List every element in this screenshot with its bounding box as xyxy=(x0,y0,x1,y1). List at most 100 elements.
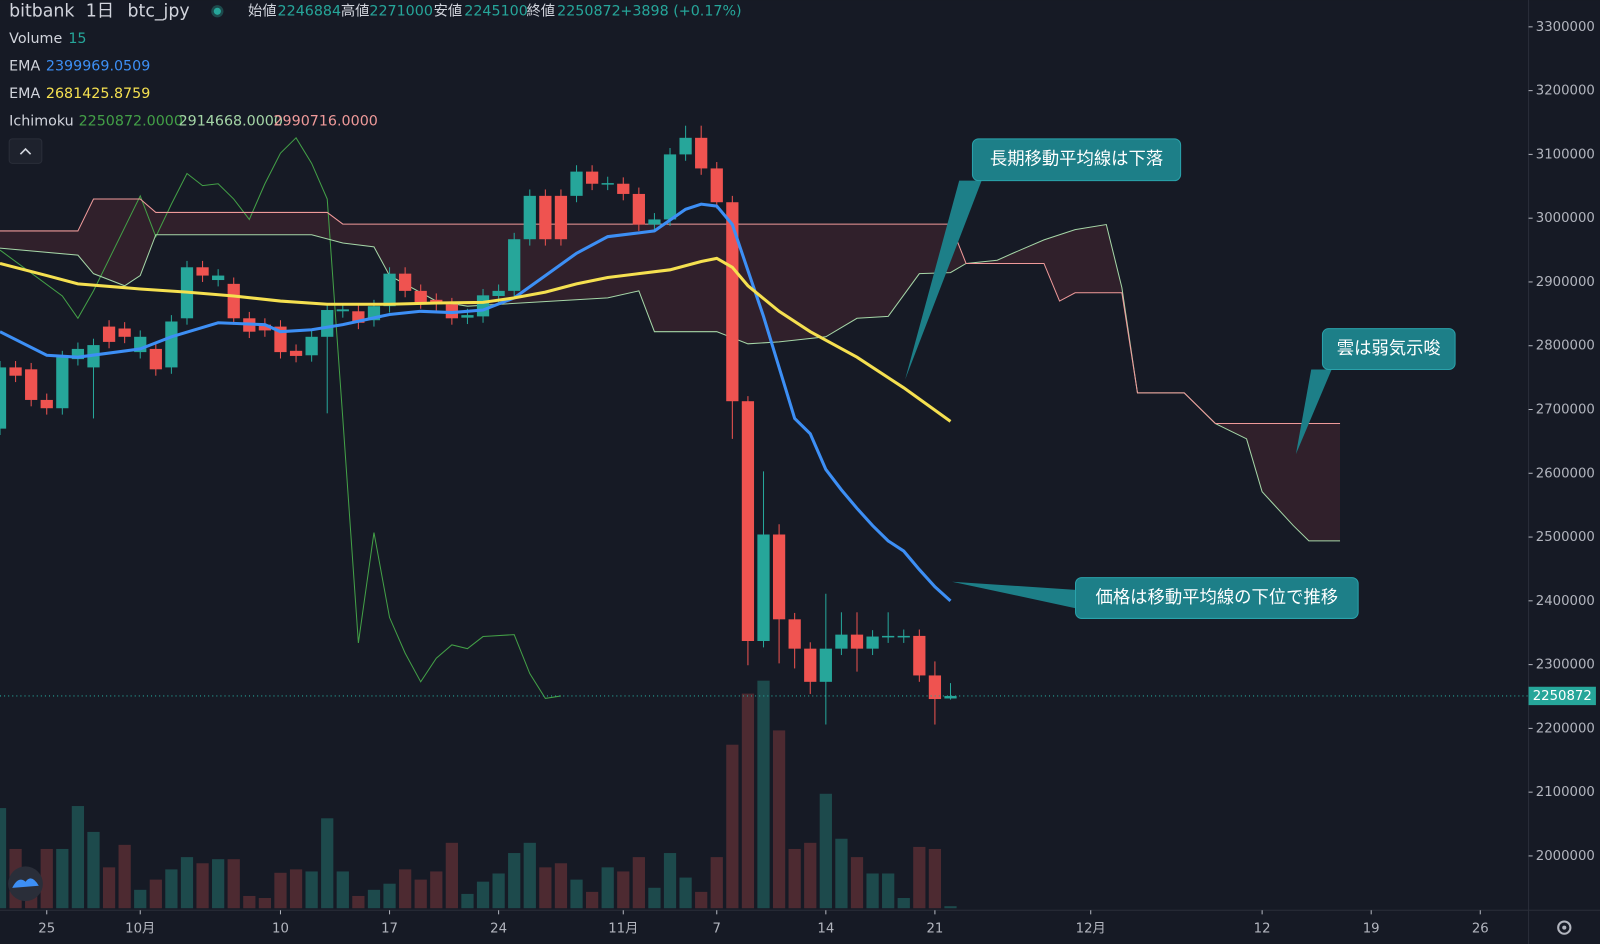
volume-bar xyxy=(383,883,396,909)
volume-bar xyxy=(274,872,287,909)
volume-bar xyxy=(289,869,303,909)
close-label: 終値 xyxy=(527,2,556,19)
collapse-button[interactable] xyxy=(8,138,43,164)
x-tick-label: 24 xyxy=(490,922,507,937)
candle-body xyxy=(321,310,334,337)
volume-bar xyxy=(913,846,926,909)
candle-body xyxy=(819,648,832,682)
y-tick-label: 2300000 xyxy=(1536,658,1595,673)
volume-bar xyxy=(414,879,427,909)
volume-bar xyxy=(461,893,474,909)
x-tick-label: 10月 xyxy=(125,922,155,937)
volume-bar xyxy=(804,842,817,909)
candle-body xyxy=(632,193,645,225)
ichimoku-value: 2990716.0000 xyxy=(273,113,377,129)
candle-body xyxy=(788,619,801,649)
volume-bar xyxy=(554,863,568,909)
y-tick-label: 2700000 xyxy=(1536,403,1595,418)
callout-text: 雲は弱気示唆 xyxy=(1337,339,1441,359)
volume-bar xyxy=(227,859,240,909)
candle-body xyxy=(726,202,739,402)
volume-bar xyxy=(570,879,583,909)
callout-pointer xyxy=(952,581,1076,609)
symbol[interactable]: btc_jpy xyxy=(128,1,190,21)
exchange: bitbank xyxy=(9,1,74,21)
candle-body xyxy=(461,315,474,318)
candle-body xyxy=(601,183,614,185)
x-tick-label: 12 xyxy=(1254,922,1271,937)
candle-body xyxy=(866,636,879,649)
volume-bar xyxy=(757,680,770,909)
callout-pointer xyxy=(1295,369,1332,455)
last-price-box xyxy=(1528,686,1596,706)
ichimoku-name: Ichimoku xyxy=(9,113,74,129)
volume-bar xyxy=(258,898,272,909)
candle-body xyxy=(835,634,848,649)
candle-body xyxy=(772,534,786,620)
volume-bar xyxy=(617,871,630,909)
ichimoku-cloud xyxy=(0,199,1341,541)
candle-body xyxy=(585,171,599,184)
y-tick-label: 3100000 xyxy=(1536,147,1595,162)
volume-bar xyxy=(882,873,895,909)
logo[interactable] xyxy=(8,866,43,902)
volume-bar xyxy=(523,842,536,909)
volume-bar xyxy=(835,838,848,909)
volume-bar xyxy=(741,693,755,909)
candle-body xyxy=(554,195,568,240)
volume-bar xyxy=(399,869,412,909)
y-tick-label: 2500000 xyxy=(1536,530,1595,545)
volume-bar xyxy=(352,895,365,909)
candle-body xyxy=(9,367,22,376)
candle-body xyxy=(196,267,209,276)
volume-bar xyxy=(430,871,443,909)
volume-bar xyxy=(508,853,521,909)
candle-body xyxy=(399,273,412,291)
ema-line xyxy=(0,256,952,423)
candle-body xyxy=(617,183,630,194)
collapse-icon xyxy=(19,147,32,155)
volume-bar xyxy=(336,871,349,909)
candle-body xyxy=(289,350,303,356)
candle-body xyxy=(212,275,225,281)
status-dot xyxy=(213,7,221,15)
candle-body xyxy=(648,219,661,225)
volume-bar xyxy=(180,857,194,909)
volume-value: 15 xyxy=(68,31,86,47)
candle-body xyxy=(305,336,318,356)
candle-body xyxy=(336,309,349,312)
ichimoku-value: 2914668.0000 xyxy=(179,113,283,129)
callout-box xyxy=(1321,328,1456,370)
candle-body xyxy=(71,348,85,360)
volume-bar xyxy=(102,867,116,909)
candle-body xyxy=(40,399,53,409)
volume-bar xyxy=(40,848,53,909)
volume-bar xyxy=(819,793,832,909)
high-label: 高値 xyxy=(341,2,370,19)
x-tick-label: 19 xyxy=(1363,922,1380,937)
volume-bar xyxy=(648,887,661,909)
volume-bar xyxy=(695,891,708,909)
interval[interactable]: 1日 xyxy=(86,1,114,21)
volume-bar xyxy=(928,848,942,909)
x-tick-label: 10 xyxy=(272,922,289,937)
x-tick-label: 25 xyxy=(38,922,55,937)
volume-bar xyxy=(476,881,490,909)
candle-body xyxy=(56,357,69,409)
candle-body xyxy=(882,635,895,638)
candle-body xyxy=(570,171,583,196)
candle-body xyxy=(928,675,942,700)
callout-pointer xyxy=(905,180,982,380)
volume-bar xyxy=(149,879,162,909)
legend-header: bitbank 1日 btc_jpy 始値 2246884 高値 2271000… xyxy=(8,1,742,164)
x-tick-label: 17 xyxy=(381,922,398,937)
settings-icon[interactable] xyxy=(1557,920,1572,935)
candle-body xyxy=(913,635,926,676)
x-tick-label: 14 xyxy=(817,922,834,937)
ema-name: EMA xyxy=(9,86,40,102)
x-tick-label: 26 xyxy=(1472,922,1489,937)
volume-bar xyxy=(632,857,645,909)
volume-bar xyxy=(897,898,910,909)
